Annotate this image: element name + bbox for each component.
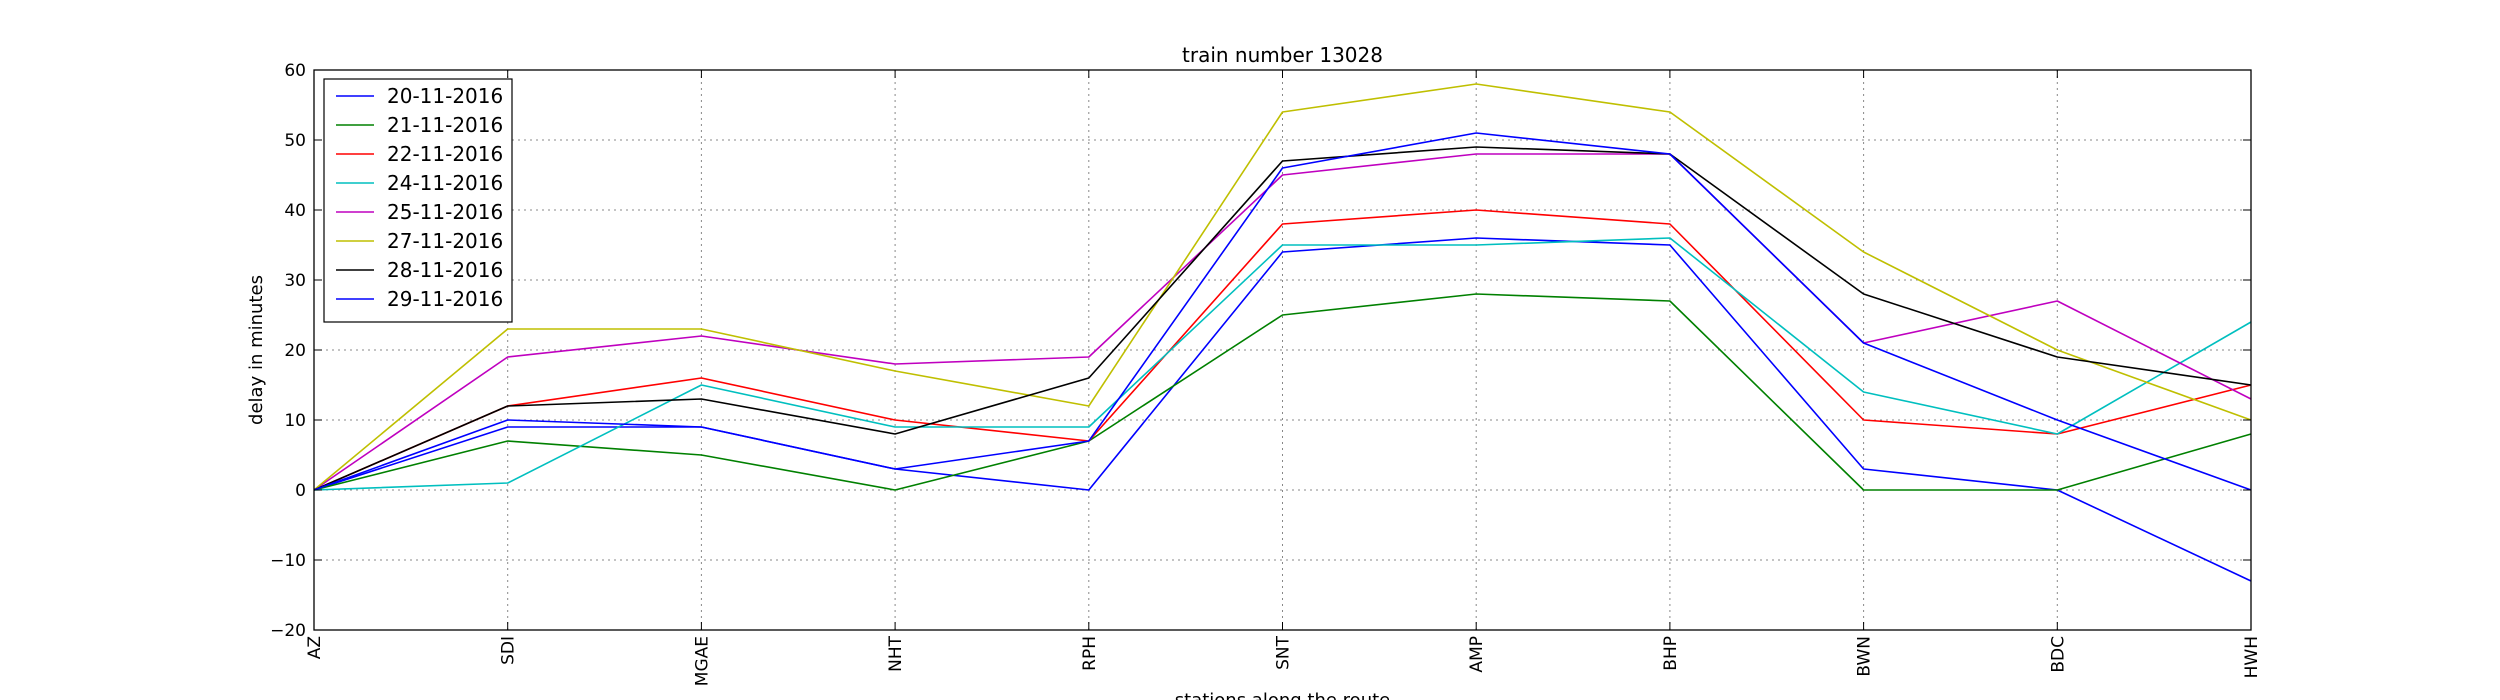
x-tick-label: BDC [2048, 636, 2068, 673]
y-tick-label: 0 [295, 481, 306, 501]
series-line-22-11-2016 [313, 209, 2252, 491]
series-line-28-11-2016 [313, 146, 2252, 491]
series-line-29-11-2016 [313, 132, 2252, 491]
axis-ticks: −20 −10 0 10 20 30 40 50 60 AZ SDI MGAE NHT RPH SNT AMP… [270, 61, 2262, 686]
x-tick-label: BWN [1855, 636, 1875, 677]
y-tick-label: 10 [284, 411, 306, 431]
series-line-27-11-2016 [313, 83, 2252, 491]
x-tick-label: SDI [499, 636, 519, 665]
x-tick-label: AMP [1467, 636, 1487, 673]
y-tick-label: 40 [284, 201, 306, 221]
y-tick-label: 30 [284, 271, 306, 291]
x-tick-label: MGAE [692, 636, 712, 686]
legend-label: 28-11-2016 [387, 258, 503, 282]
x-tick-label: AZ [305, 636, 325, 659]
y-axis-title: delay in minutes [246, 275, 267, 425]
chart-title: train number 13028 [1182, 43, 1383, 67]
grid-lines [314, 70, 2251, 630]
legend-label: 29-11-2016 [387, 287, 503, 311]
legend-label: 22-11-2016 [387, 142, 503, 166]
y-tick-label: −20 [270, 621, 306, 641]
series-lines [313, 83, 2252, 582]
y-tick-label: −10 [270, 551, 306, 571]
series-line-24-11-2016 [313, 237, 2252, 491]
legend-label: 20-11-2016 [387, 84, 503, 108]
x-axis-title: stations along the route [1175, 690, 1390, 700]
legend-label: 27-11-2016 [387, 229, 503, 253]
legend-label: 24-11-2016 [387, 171, 503, 195]
series-line-21-11-2016 [313, 293, 2252, 491]
y-tick-label: 20 [284, 341, 306, 361]
x-tick-label: NHT [886, 635, 906, 672]
legend-label: 21-11-2016 [387, 113, 503, 137]
legend: 20-11-2016 21-11-2016 22-11-2016 24-11-2016… [323, 78, 513, 323]
y-tick-label: 50 [284, 131, 306, 151]
legend-box [323, 78, 513, 323]
legend-label: 25-11-2016 [387, 200, 503, 224]
x-tick-label: RPH [1080, 636, 1100, 671]
x-tick-label: BHP [1661, 636, 1681, 671]
x-tick-label: SNT [1274, 635, 1294, 670]
x-tick-label: HWH [2242, 636, 2262, 678]
series-line-20-11-2016 [313, 237, 2252, 582]
y-tick-label: 60 [284, 61, 306, 81]
series-line-25-11-2016 [313, 153, 2252, 491]
